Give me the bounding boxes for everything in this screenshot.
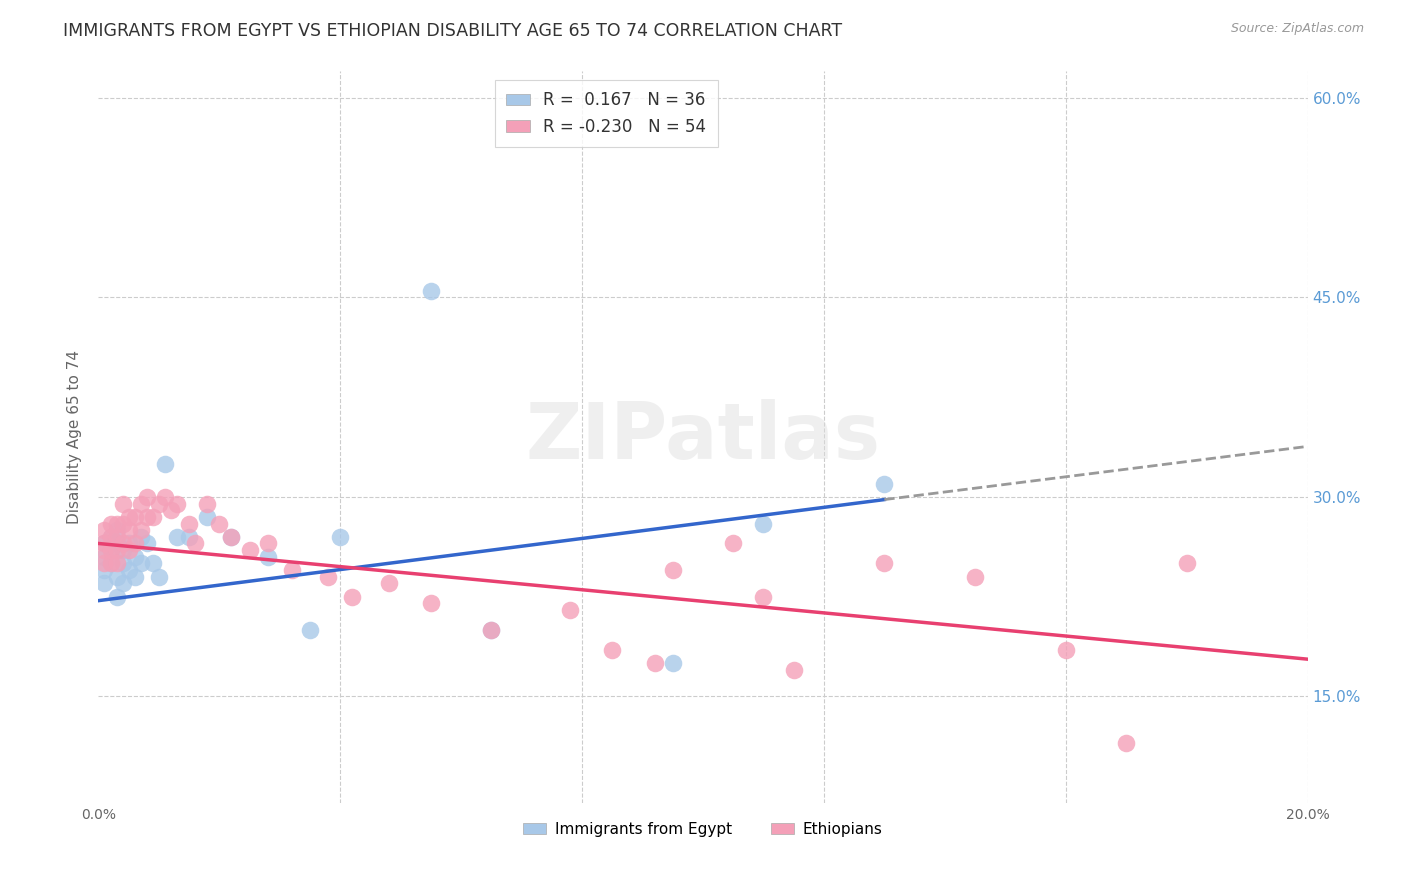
Point: [783, 663, 806, 677]
Point: [93, 576, 115, 591]
Point: [166, 497, 188, 511]
Point: [105, 543, 128, 558]
Point: [602, 643, 624, 657]
Point: [93, 523, 115, 537]
Point: [105, 516, 128, 531]
Point: [256, 536, 278, 550]
Point: [420, 596, 443, 610]
Point: [118, 523, 141, 537]
Point: [148, 570, 170, 584]
Point: [1175, 557, 1198, 571]
Point: [105, 590, 128, 604]
Point: [135, 509, 157, 524]
Point: [129, 523, 152, 537]
Point: [124, 509, 146, 524]
Point: [100, 530, 122, 544]
Point: [142, 509, 165, 524]
Point: [111, 497, 134, 511]
Point: [100, 543, 122, 558]
Point: [873, 557, 896, 571]
Point: [420, 284, 443, 298]
Point: [105, 570, 128, 584]
Point: [221, 530, 243, 544]
Point: [329, 530, 352, 544]
Point: [124, 549, 146, 564]
Point: [105, 530, 128, 544]
Point: [153, 490, 176, 504]
Point: [299, 623, 322, 637]
Point: [129, 497, 152, 511]
Point: [111, 543, 134, 558]
Point: [105, 536, 128, 550]
Point: [256, 549, 278, 564]
Point: [129, 557, 152, 571]
Point: [644, 656, 666, 670]
Point: [111, 557, 134, 571]
Point: [481, 623, 503, 637]
Point: [221, 530, 243, 544]
Point: [752, 516, 775, 531]
Point: [195, 509, 218, 524]
Point: [93, 543, 115, 558]
Point: [93, 536, 115, 550]
Point: [124, 570, 146, 584]
Point: [118, 509, 141, 524]
Point: [965, 570, 987, 584]
Point: [100, 543, 122, 558]
Point: [208, 516, 231, 531]
Text: IMMIGRANTS FROM EGYPT VS ETHIOPIAN DISABILITY AGE 65 TO 74 CORRELATION CHART: IMMIGRANTS FROM EGYPT VS ETHIOPIAN DISAB…: [63, 22, 842, 40]
Point: [752, 590, 775, 604]
Point: [93, 549, 115, 564]
Point: [105, 557, 128, 571]
Point: [184, 536, 207, 550]
Point: [111, 516, 134, 531]
Point: [1115, 736, 1137, 750]
Point: [661, 563, 683, 577]
Point: [105, 523, 128, 537]
Y-axis label: Disability Age 65 to 74: Disability Age 65 to 74: [67, 350, 83, 524]
Point: [118, 536, 141, 550]
Legend: Immigrants from Egypt, Ethiopians: Immigrants from Egypt, Ethiopians: [517, 815, 889, 843]
Point: [873, 476, 896, 491]
Point: [124, 536, 146, 550]
Point: [179, 516, 201, 531]
Point: [239, 543, 262, 558]
Point: [135, 490, 157, 504]
Point: [111, 536, 134, 550]
Point: [558, 603, 581, 617]
Point: [129, 530, 152, 544]
Point: [723, 536, 745, 550]
Point: [100, 557, 122, 571]
Point: [93, 563, 115, 577]
Point: [179, 530, 201, 544]
Point: [316, 570, 339, 584]
Point: [160, 503, 183, 517]
Point: [100, 530, 122, 544]
Point: [1054, 643, 1077, 657]
Point: [377, 576, 399, 591]
Point: [100, 557, 122, 571]
Point: [100, 516, 122, 531]
Point: [142, 557, 165, 571]
Point: [166, 530, 188, 544]
Point: [93, 557, 115, 571]
Text: Source: ZipAtlas.com: Source: ZipAtlas.com: [1230, 22, 1364, 36]
Point: [118, 563, 141, 577]
Point: [93, 536, 115, 550]
Point: [111, 576, 134, 591]
Point: [342, 590, 364, 604]
Point: [135, 536, 157, 550]
Point: [118, 543, 141, 558]
Point: [148, 497, 170, 511]
Text: ZIPatlas: ZIPatlas: [526, 399, 880, 475]
Point: [661, 656, 683, 670]
Point: [195, 497, 218, 511]
Point: [281, 563, 304, 577]
Point: [153, 457, 176, 471]
Point: [481, 623, 503, 637]
